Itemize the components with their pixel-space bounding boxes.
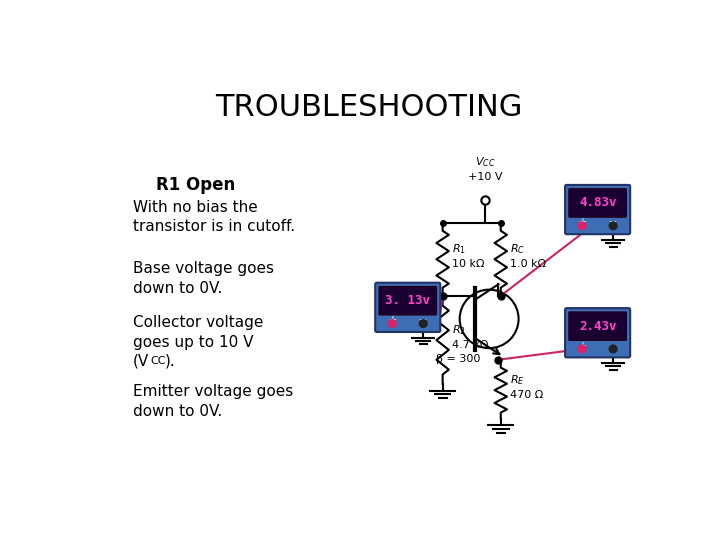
Text: CC: CC: [150, 356, 166, 366]
Text: 3. 13v: 3. 13v: [385, 294, 431, 307]
Text: TROUBLESHOOTING: TROUBLESHOOTING: [215, 93, 523, 122]
Text: β = 300: β = 300: [436, 354, 481, 363]
Text: +10 V: +10 V: [468, 172, 503, 182]
Text: −: −: [609, 218, 617, 227]
Text: −: −: [609, 341, 617, 350]
Text: Emitter voltage goes
down to 0V.: Emitter voltage goes down to 0V.: [132, 384, 293, 419]
Circle shape: [609, 345, 617, 353]
Text: $R_C$
1.0 kΩ: $R_C$ 1.0 kΩ: [510, 242, 546, 269]
FancyBboxPatch shape: [565, 185, 630, 234]
FancyBboxPatch shape: [565, 308, 630, 357]
FancyBboxPatch shape: [379, 287, 436, 315]
Text: Base voltage goes
down to 0V.: Base voltage goes down to 0V.: [132, 261, 274, 296]
Circle shape: [419, 320, 427, 327]
Circle shape: [578, 345, 586, 353]
Text: $R_1$
10 kΩ: $R_1$ 10 kΩ: [452, 242, 485, 269]
Text: +: +: [578, 218, 586, 227]
Text: Collector voltage
goes up to 10 V: Collector voltage goes up to 10 V: [132, 315, 263, 350]
Text: ).: ).: [165, 354, 176, 368]
Text: 2.43v: 2.43v: [579, 320, 616, 333]
Text: −: −: [419, 315, 427, 325]
Text: R1 Open: R1 Open: [156, 177, 235, 194]
Text: $R_E$
470 Ω: $R_E$ 470 Ω: [510, 373, 544, 400]
Circle shape: [388, 320, 396, 327]
FancyBboxPatch shape: [375, 283, 441, 332]
Circle shape: [609, 222, 617, 230]
Text: (V: (V: [132, 354, 149, 368]
Circle shape: [578, 222, 586, 230]
Text: 4.83v: 4.83v: [579, 197, 616, 210]
FancyBboxPatch shape: [569, 189, 626, 217]
Text: +: +: [578, 341, 586, 350]
Text: +: +: [388, 315, 396, 325]
Text: $R_2$
4.7 kΩ: $R_2$ 4.7 kΩ: [452, 323, 488, 350]
Text: $V_{CC}$: $V_{CC}$: [475, 155, 495, 168]
Text: With no bias the
transistor is in cutoff.: With no bias the transistor is in cutoff…: [132, 200, 294, 234]
FancyBboxPatch shape: [569, 312, 626, 340]
